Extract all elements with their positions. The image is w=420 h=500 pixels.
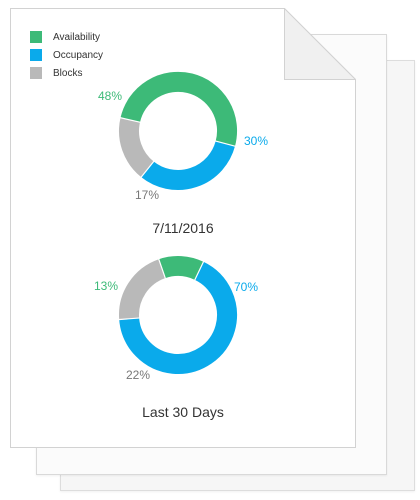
chart-legend: Availability Occupancy Blocks [30,28,103,82]
legend-item-blocks: Blocks [30,64,103,82]
slice-separator [118,317,141,321]
legend-label: Occupancy [53,49,104,61]
donut-slice-occupancy [119,261,237,374]
blue-square-icon [30,49,42,61]
legend-label: Blocks [53,67,83,79]
legend-label: Availability [53,31,101,43]
donut-slice-blocks [119,259,166,320]
chart-title: 7/11/2016 [152,220,214,236]
slice-separator [119,116,142,124]
donut-chart-svg: 13% 70% 22% [94,256,258,382]
slice-label-availability: 48% [98,89,122,103]
paper-sheet-front: Availability Occupancy Blocks 48% 30% 17% … [10,8,356,448]
green-square-icon [30,31,42,43]
donut-slice-availability [120,71,238,147]
donut-slice-occupancy [141,140,236,190]
paper-with-folded-corner [10,8,356,448]
slice-label-occupancy: 70% [234,280,258,294]
slice-label-availability: 13% [94,279,118,293]
chart-title: Last 30 Days [142,404,224,420]
donut-chart-svg: 48% 30% 17% [98,71,268,202]
donut-slice-blocks [119,117,155,178]
slice-separator [193,260,205,281]
slice-label-blocks: 17% [135,188,159,202]
donut-chart-7-11-2016: 48% 30% 17% 7/11/2016 [10,8,356,258]
slice-label-occupancy: 30% [244,134,268,148]
slice-separator [214,140,237,148]
slice-label-blocks: 22% [126,368,150,382]
folded-corner-icon [284,8,356,80]
legend-item-availability: Availability [30,28,103,46]
slice-separator [157,258,167,280]
gray-square-icon [30,67,42,79]
legend-item-occupancy: Occupancy [30,46,103,64]
donut-chart-last-30-days: 13% 70% 22% Last 30 Days [10,8,356,448]
donut-slice-availability [158,256,204,281]
slice-separator [140,160,155,179]
